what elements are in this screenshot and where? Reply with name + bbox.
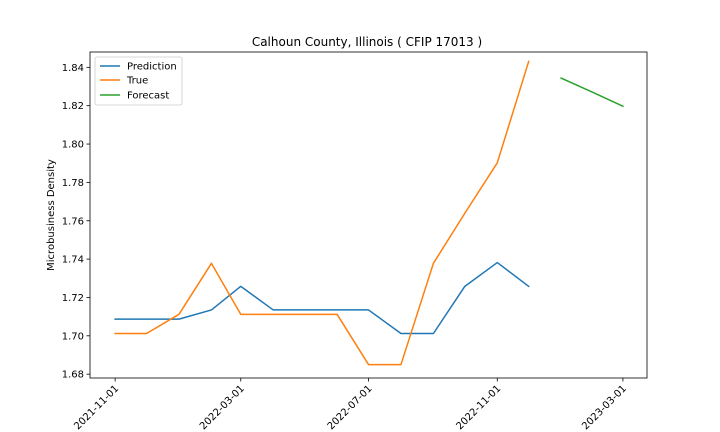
y-tick-label: 1.74: [62, 255, 84, 266]
y-axis-label: Microbusiness Density: [46, 159, 57, 271]
y-tick-label: 1.76: [62, 216, 84, 227]
legend-label-true: True: [126, 76, 148, 87]
y-tick-label: 1.84: [62, 63, 84, 74]
x-tick-label: 2023-03-01: [580, 383, 629, 432]
series-line-prediction: [114, 261, 530, 335]
legend: Prediction True Forecast: [94, 56, 183, 106]
y-tick-label: 1.70: [62, 331, 84, 342]
x-tick-label: 2022-07-01: [326, 383, 375, 432]
legend-label-prediction: Prediction: [127, 62, 177, 73]
y-tick-label: 1.80: [62, 140, 84, 151]
legend-box: [94, 56, 183, 106]
x-axis: 2021-11-01 2022-03-01 2022-07-01 2022-11-01…: [72, 378, 629, 432]
y-tick-label: 1.82: [62, 101, 84, 112]
y-axis: 1.68 1.70 1.72 1.74 1.76 1.78 1.80 1.82 1.84: [62, 63, 90, 381]
y-tick-label: 1.68: [62, 370, 84, 381]
x-tick-label: 2022-03-01: [198, 383, 247, 432]
legend-label-forecast: Forecast: [127, 91, 169, 102]
chart-title: Calhoun County, Illinois ( CFIP 17013 ): [252, 35, 482, 49]
series-line-forecast: [560, 77, 624, 108]
series-line-true: [114, 60, 530, 366]
y-tick-label: 1.78: [62, 178, 84, 189]
x-tick-label: 2022-11-01: [455, 383, 504, 432]
y-tick-label: 1.72: [62, 293, 84, 304]
x-tick-label: 2021-11-01: [72, 383, 121, 432]
series-lines: [114, 60, 624, 366]
